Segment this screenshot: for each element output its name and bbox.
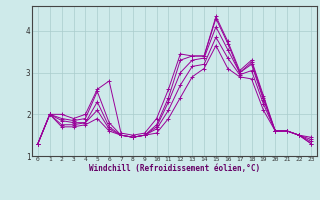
X-axis label: Windchill (Refroidissement éolien,°C): Windchill (Refroidissement éolien,°C) xyxy=(89,164,260,173)
